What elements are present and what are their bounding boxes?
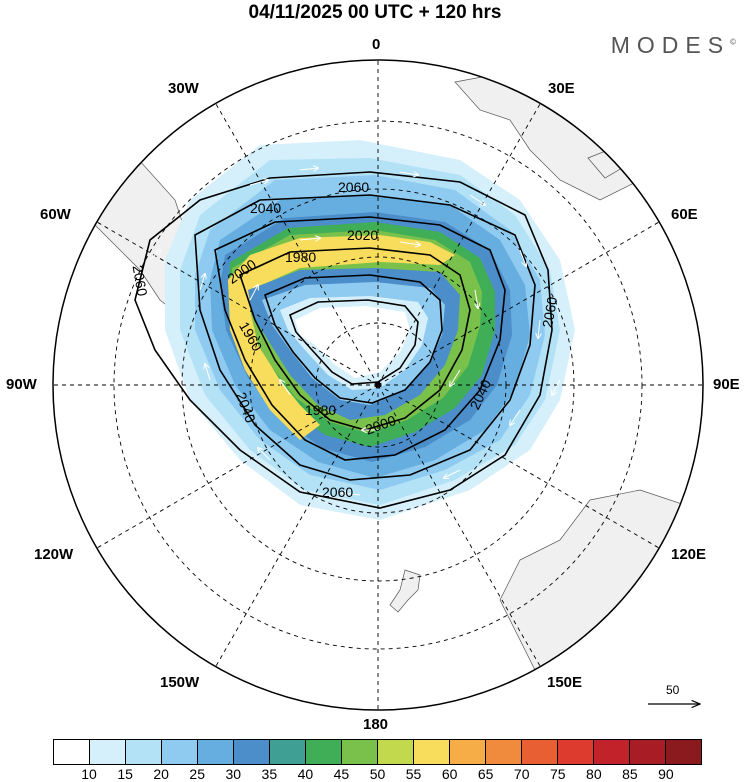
colorbar-swatch	[198, 740, 234, 764]
australia-landmass	[499, 489, 703, 691]
pole-marker	[375, 382, 381, 388]
colorbar-swatch	[162, 740, 198, 764]
colorbar-tick-label: 70	[513, 766, 530, 782]
wind-speed-shading	[165, 140, 575, 520]
contour-label: 2060	[338, 179, 369, 195]
colorbar-swatch	[306, 740, 342, 764]
colorbar-tick-label: 30	[225, 766, 242, 782]
colorbar-tick-label: 80	[586, 766, 602, 782]
graticule	[53, 60, 703, 710]
colorbar-tick-label: 20	[153, 766, 169, 782]
colorbar-swatch	[630, 740, 666, 764]
colorbar-swatch	[342, 740, 378, 764]
height-contours	[134, 171, 553, 509]
modes-logo: MODES©	[611, 32, 736, 59]
lon-label-120w: 120W	[34, 546, 74, 563]
colorbar-swatch	[486, 740, 522, 764]
contour-label: 1980	[305, 402, 336, 418]
colorbar-tick-labels: 10 15 20 25 30 35 40 45 50 55 60 65 70 75 80 85 90	[53, 766, 702, 782]
lon-label-150w: 150W	[160, 674, 200, 691]
brand-name: MODES	[610, 32, 731, 58]
map-boundary	[52, 59, 704, 711]
colorbar-tick-label: 65	[477, 766, 494, 782]
lon-label-0: 0	[372, 36, 381, 53]
colorbar-swatch	[594, 740, 630, 764]
lon-label-120e: 120E	[671, 546, 707, 563]
colorbar-tick-label: 45	[333, 766, 350, 782]
colorbar-tick-label: 50	[369, 766, 386, 782]
contour-label: 2040	[250, 200, 281, 216]
lon-label-30w: 30W	[168, 80, 199, 97]
lon-label-90w: 90W	[6, 376, 37, 393]
wind-speed-colorbar	[53, 739, 702, 765]
colorbar-tick-label: 55	[405, 766, 422, 782]
contour-label: 1980	[285, 249, 316, 265]
colorbar-swatch	[270, 740, 306, 764]
colorbar-swatch	[234, 740, 270, 764]
contour-label: 2020	[347, 227, 378, 243]
colorbar-swatch	[522, 740, 558, 764]
colorbar-swatch	[126, 740, 162, 764]
contour-label: 2060	[130, 264, 151, 298]
lon-label-90e: 90E	[713, 376, 740, 393]
reference-vector-arrow	[648, 682, 708, 712]
colorbar-swatch	[450, 740, 486, 764]
colorbar-swatch	[414, 740, 450, 764]
contour-label: 2060	[322, 484, 353, 500]
colorbar-swatch	[90, 740, 126, 764]
colorbar-tick-label: 15	[117, 766, 133, 782]
map-title: 04/11/2025 00 UTC + 120 hrs	[248, 2, 502, 23]
lon-label-60e: 60E	[671, 206, 698, 223]
contour-label: 2060	[539, 295, 560, 329]
colorbar-tick-label: 25	[189, 766, 206, 782]
colorbar-tick-label: 35	[261, 766, 278, 782]
new-zealand-landmass	[389, 569, 421, 613]
lon-label-180: 180	[363, 716, 389, 733]
colorbar-tick-label: 90	[658, 766, 674, 782]
reference-vector-value: 50	[666, 683, 680, 697]
colorbar-swatch	[378, 740, 414, 764]
colorbar-tick-label: 85	[622, 766, 638, 782]
lon-label-150e: 150E	[547, 674, 583, 691]
colorbar-swatch	[666, 740, 701, 764]
colorbar-tick-label: 75	[549, 766, 566, 782]
colorbar-tick-label: 10	[81, 766, 97, 782]
colorbar-tick-label: 40	[297, 766, 314, 782]
lon-label-30e: 30E	[548, 80, 575, 97]
colorbar-swatch	[558, 740, 594, 764]
wind-vectors	[149, 168, 561, 495]
colorbar-swatch	[54, 740, 90, 764]
colorbar-tick-label: 60	[441, 766, 458, 782]
lon-label-60w: 60W	[40, 206, 71, 223]
copyright-mark: ©	[730, 37, 736, 47]
